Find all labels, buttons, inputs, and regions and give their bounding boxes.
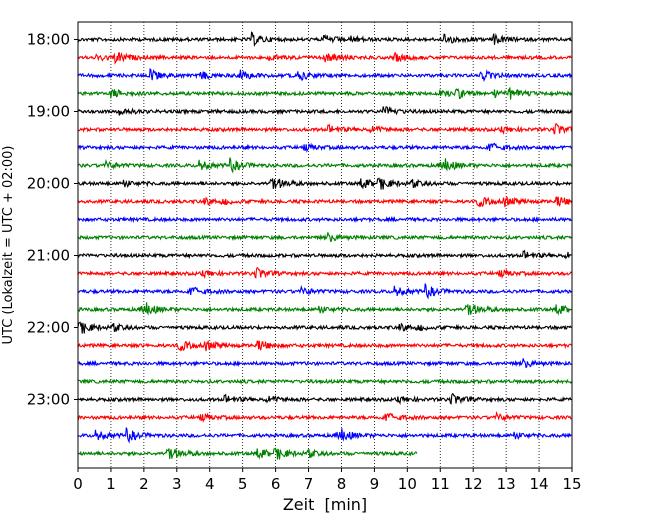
trace-1845 [77,87,573,100]
x-grid [110,22,540,468]
y-tick-label-5: 23:00 [27,391,70,409]
trace-1830 [77,67,573,83]
x-tick-label-12: 12 [464,475,483,493]
trace-2130 [77,283,572,300]
trace-1815 [77,51,572,65]
x-tick-label-14: 14 [530,475,549,493]
x-tick-label-4: 4 [205,475,215,493]
x-tick-label-0: 0 [73,475,83,493]
x-tick-label-2: 2 [139,475,149,493]
trace-1800 [77,31,572,48]
trace-2345 [77,447,418,460]
trace-2315 [77,410,572,423]
x-tick-label-7: 7 [304,475,314,493]
trace-2300 [77,392,572,406]
y-tick-label-0: 18:00 [27,31,70,49]
x-tick-label-8: 8 [337,475,347,493]
trace-1900 [77,106,573,116]
trace-2200 [77,321,572,334]
x-tick-label-1: 1 [106,475,116,493]
trace-2245 [77,378,572,386]
trace-2115 [77,266,572,280]
x-axis-label: Zeit [min] [283,495,367,514]
y-axis-label: UTC (Lokalzeit = UTC + 02:00) [1,146,16,345]
plot-frame [77,21,573,469]
trace-2215 [77,340,572,352]
y-tick-label-4: 22:00 [27,319,70,337]
trace-2000 [77,177,572,190]
trace-1915 [77,122,573,136]
trace-2030 [77,215,572,224]
y-tick-label-3: 21:00 [27,247,70,265]
trace-1930 [77,142,572,153]
x-tick-label-3: 3 [172,475,182,493]
trace-2045 [77,232,572,243]
trace-2230 [77,358,572,369]
x-tick-label-5: 5 [238,475,248,493]
x-tick-label-6: 6 [271,475,281,493]
x-tick-label-9: 9 [370,475,380,493]
trace-2015 [77,196,573,208]
trace-2100 [77,249,572,260]
x-tick-label-15: 15 [562,475,581,493]
trace-2145 [77,302,572,316]
x-tick-label-11: 11 [431,475,450,493]
traces-group [77,31,573,460]
x-tick-label-13: 13 [497,475,516,493]
x-axis-ticks: 0 1 2 3 4 5 6 7 8 9 10 11 12 13 14 15 [73,468,582,493]
trace-2330 [77,427,572,444]
trace-1945 [77,157,572,174]
plot-area [78,22,572,468]
y-axis-ticks: 18:00 19:00 20:00 21:00 22:00 23:00 [27,31,78,409]
y-tick-label-2: 20:00 [27,175,70,193]
x-tick-label-10: 10 [398,475,417,493]
y-tick-label-1: 19:00 [27,103,70,121]
